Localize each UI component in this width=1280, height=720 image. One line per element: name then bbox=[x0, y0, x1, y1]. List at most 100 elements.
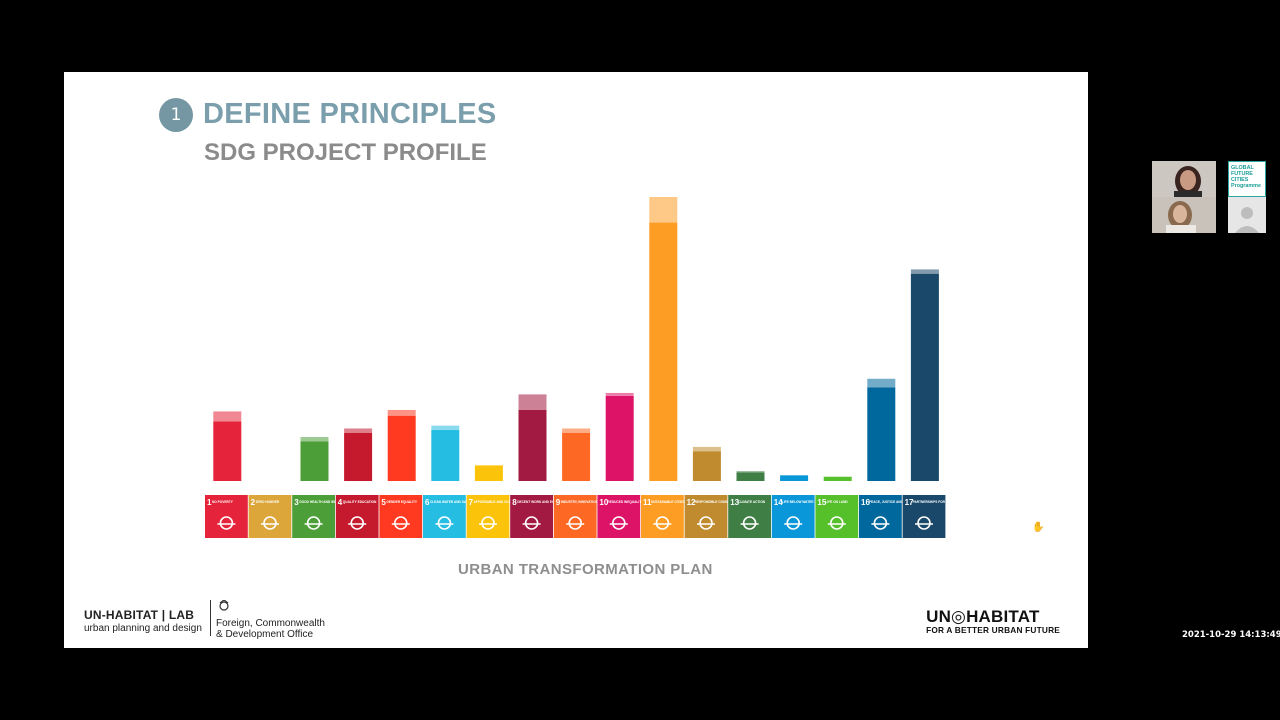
family-icon bbox=[217, 516, 236, 530]
bar-sdg-6-extra bbox=[431, 425, 460, 430]
sdg-tile-number: 6 bbox=[425, 498, 430, 507]
bar-sdg-3-extra bbox=[300, 436, 329, 442]
sdg-tile-label: CLEAN WATER AND SANITATION bbox=[430, 500, 481, 504]
sdg-bar-chart: 1 NO POVERTY 2 ZERO HUNGER 3 GOOD HEALTH AND … bbox=[205, 197, 965, 538]
bar-sdg-9-extra bbox=[562, 428, 591, 433]
bar-sdg-12 bbox=[692, 451, 721, 481]
bar-sdg-7 bbox=[474, 465, 503, 481]
sdg-tile-label: SUSTAINABLE CITIES AND COMMUNITIES bbox=[651, 500, 716, 504]
unhabitat-logo: UN◎HABITAT FOR A BETTER URBAN FUTURE bbox=[926, 608, 1060, 635]
water-drop-icon bbox=[435, 516, 454, 530]
bar-sdg-3 bbox=[300, 441, 329, 481]
bar-sdg-1-extra bbox=[213, 411, 242, 422]
sdg-tile-label: ZERO HUNGER bbox=[256, 500, 280, 504]
sdg-tile-number: 13 bbox=[730, 498, 739, 507]
sdg-tile-label: PARTNERSHIPS FOR THE GOALS bbox=[913, 500, 965, 504]
infinity-icon bbox=[697, 516, 715, 530]
eye-globe-icon bbox=[740, 516, 759, 530]
bar-sdg-17-extra bbox=[910, 269, 939, 274]
sdg-tile-number: 1 bbox=[207, 498, 212, 507]
royal-crest-icon bbox=[219, 599, 229, 611]
sdg-tile-label: NO POVERTY bbox=[212, 500, 234, 504]
participant-tile-gfcp[interactable]: GLOBAL FUTURE CITIES Programme bbox=[1228, 161, 1266, 197]
bar-sdg-5-extra bbox=[387, 410, 416, 416]
sdg-tile-label: GOOD HEALTH AND WELL-BEING bbox=[299, 500, 352, 504]
hand-cursor-icon: ✋ bbox=[1032, 522, 1045, 533]
sdg-tile-label: LIFE ON LAND bbox=[825, 500, 848, 504]
person-video-icon bbox=[1152, 197, 1216, 233]
gfcp-logo-icon: GLOBAL FUTURE CITIES Programme bbox=[1231, 165, 1261, 189]
slide-title: DEFINE PRINCIPLES bbox=[203, 98, 497, 130]
sdg-tile-number: 10 bbox=[599, 498, 608, 507]
participant-video-1[interactable] bbox=[1152, 161, 1216, 197]
sdg-tile-label: REDUCED INEQUALITIES bbox=[607, 500, 646, 504]
tree-icon bbox=[827, 516, 846, 530]
recording-timestamp: 2021-10-29 14:13:49 bbox=[1182, 630, 1280, 640]
cubes-icon bbox=[566, 516, 585, 530]
bar-sdg-10 bbox=[605, 395, 634, 481]
unhabitat-name: UN◎HABITAT bbox=[926, 607, 1040, 626]
sdg-tile-label: CLIMATE ACTION bbox=[738, 500, 766, 504]
bar-sdg-17 bbox=[910, 273, 939, 481]
dove-icon bbox=[871, 516, 890, 530]
flower-ring-icon bbox=[915, 516, 933, 530]
sdg-tile-number: 15 bbox=[817, 498, 826, 507]
heartbeat-icon bbox=[304, 516, 323, 530]
sdg-tile-number: 5 bbox=[381, 498, 386, 507]
growth-chart-icon bbox=[522, 516, 541, 530]
bar-sdg-4-extra bbox=[344, 428, 373, 433]
fish-icon bbox=[784, 516, 803, 530]
sdg-tile-number: 4 bbox=[338, 498, 343, 507]
sdg-tile-number: 16 bbox=[861, 498, 870, 507]
bar-sdg-14 bbox=[780, 475, 809, 481]
bar-sdg-4 bbox=[344, 432, 373, 481]
chart-caption: URBAN TRANSFORMATION PLAN bbox=[458, 561, 713, 578]
sun-icon bbox=[479, 516, 497, 530]
sdg-tile-number: 9 bbox=[556, 498, 561, 507]
equality-arrows-icon bbox=[609, 516, 628, 530]
gender-icon bbox=[391, 516, 410, 530]
fcdo-logo: Foreign, Commonwealth & Development Offi… bbox=[210, 599, 325, 640]
bar-sdg-13 bbox=[736, 472, 765, 481]
slide-subtitle: SDG PROJECT PROFILE bbox=[204, 139, 487, 166]
bar-sdg-11 bbox=[649, 222, 678, 481]
unhabitat-lab-logo: UN-HABITAT | LAB urban planning and desi… bbox=[84, 608, 202, 634]
bar-sdg-9 bbox=[562, 432, 591, 481]
bar-sdg-16 bbox=[867, 387, 896, 481]
sdg-tile-label: LIFE BELOW WATER bbox=[782, 500, 815, 504]
participant-tile-no-video[interactable] bbox=[1228, 197, 1266, 233]
bar-sdg-13-extra bbox=[736, 471, 765, 473]
sdg-tile-number: 7 bbox=[469, 498, 474, 507]
bar-sdg-15 bbox=[823, 476, 852, 481]
person-video-icon bbox=[1152, 161, 1216, 197]
bar-sdg-6 bbox=[431, 429, 460, 481]
sdg-tile-label: AFFORDABLE AND CLEAN ENERGY bbox=[474, 500, 531, 504]
bar-sdg-5 bbox=[387, 415, 416, 481]
sdg-tile-number: 3 bbox=[294, 498, 299, 507]
sdg-tile-label: DECENT WORK AND ECONOMIC GROWTH bbox=[517, 500, 583, 504]
bar-sdg-16-extra bbox=[867, 378, 896, 388]
step-number-badge: 1 bbox=[159, 98, 193, 132]
unhabitat-lab-name: UN-HABITAT | LAB bbox=[84, 608, 195, 622]
fcdo-name-line1: Foreign, Commonwealth bbox=[216, 618, 325, 629]
bar-sdg-8-extra bbox=[518, 394, 547, 410]
sdg-tile-label: QUALITY EDUCATION bbox=[343, 500, 377, 504]
sdg-tile-number: 2 bbox=[251, 498, 256, 507]
presentation-slide: 1 DEFINE PRINCIPLES SDG PROJECT PROFILE … bbox=[64, 72, 1088, 648]
sdg-tile-number: 11 bbox=[643, 498, 652, 507]
sdg-tile-label: GENDER EQUALITY bbox=[386, 500, 418, 504]
sdg-tile-number: 8 bbox=[512, 498, 517, 507]
bar-sdg-11-extra bbox=[649, 197, 678, 223]
unhabitat-lab-tagline: urban planning and design bbox=[84, 623, 202, 634]
sdg-tile-number: 12 bbox=[687, 498, 696, 507]
bar-sdg-10-extra bbox=[605, 392, 634, 396]
sdg-tile-number: 14 bbox=[774, 498, 783, 507]
bar-sdg-1 bbox=[213, 421, 242, 481]
book-icon bbox=[348, 516, 367, 530]
participant-video-2[interactable] bbox=[1152, 197, 1216, 233]
city-icon bbox=[653, 516, 672, 530]
bar-sdg-12-extra bbox=[692, 446, 721, 452]
bar-sdg-8 bbox=[518, 410, 547, 481]
bowl-icon bbox=[261, 516, 279, 530]
sdg-tile-number: 17 bbox=[905, 498, 914, 507]
